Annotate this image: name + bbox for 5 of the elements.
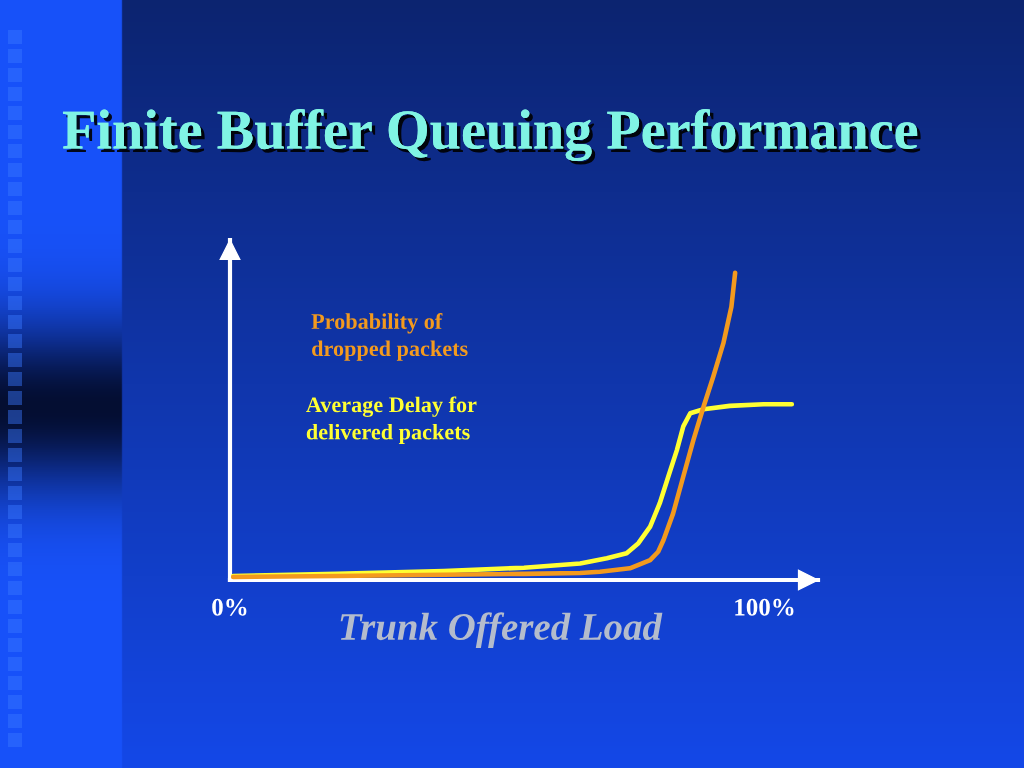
x-axis-title: Trunk Offered Load [340,612,663,648]
x-tick-label: 100% [735,598,794,616]
text: Average Delay for delivered packets [306,396,477,445]
x-tick-label: 0% [212,598,247,616]
text: Probability of dropped packets [311,313,468,361]
